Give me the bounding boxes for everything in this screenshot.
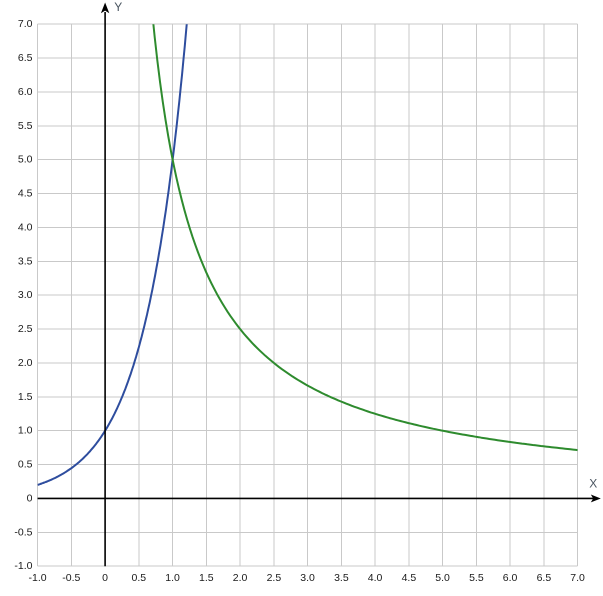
- svg-text:3.5: 3.5: [18, 255, 33, 267]
- svg-text:0.5: 0.5: [18, 459, 33, 471]
- svg-text:2.5: 2.5: [267, 572, 282, 584]
- svg-text:6.5: 6.5: [537, 572, 552, 584]
- svg-text:0: 0: [27, 493, 33, 505]
- svg-text:0: 0: [102, 572, 108, 584]
- svg-text:4.0: 4.0: [18, 221, 33, 233]
- svg-text:4.0: 4.0: [368, 572, 383, 584]
- svg-text:-0.5: -0.5: [62, 572, 80, 584]
- svg-text:2.0: 2.0: [18, 357, 33, 369]
- svg-text:-1.0: -1.0: [14, 560, 32, 572]
- svg-text:Y: Y: [114, 0, 122, 14]
- svg-text:-0.5: -0.5: [14, 526, 32, 538]
- svg-text:-1.0: -1.0: [29, 572, 47, 584]
- svg-text:X: X: [589, 477, 597, 491]
- svg-text:3.5: 3.5: [334, 572, 349, 584]
- svg-text:1.0: 1.0: [18, 425, 33, 437]
- svg-text:1.0: 1.0: [165, 572, 180, 584]
- svg-text:4.5: 4.5: [402, 572, 417, 584]
- svg-text:6.5: 6.5: [18, 52, 33, 64]
- svg-text:5.0: 5.0: [18, 154, 33, 166]
- svg-text:3.0: 3.0: [300, 572, 315, 584]
- svg-text:5.5: 5.5: [469, 572, 484, 584]
- svg-text:3.0: 3.0: [18, 289, 33, 301]
- svg-text:2.0: 2.0: [233, 572, 248, 584]
- svg-text:6.0: 6.0: [18, 86, 33, 98]
- svg-text:7.0: 7.0: [18, 18, 33, 30]
- svg-text:1.5: 1.5: [18, 391, 33, 403]
- svg-text:7.0: 7.0: [570, 572, 585, 584]
- svg-text:4.5: 4.5: [18, 188, 33, 200]
- svg-text:5.0: 5.0: [435, 572, 450, 584]
- svg-text:5.5: 5.5: [18, 120, 33, 132]
- svg-text:6.0: 6.0: [503, 572, 518, 584]
- svg-text:1.5: 1.5: [199, 572, 214, 584]
- svg-text:0.5: 0.5: [131, 572, 146, 584]
- svg-text:2.5: 2.5: [18, 323, 33, 335]
